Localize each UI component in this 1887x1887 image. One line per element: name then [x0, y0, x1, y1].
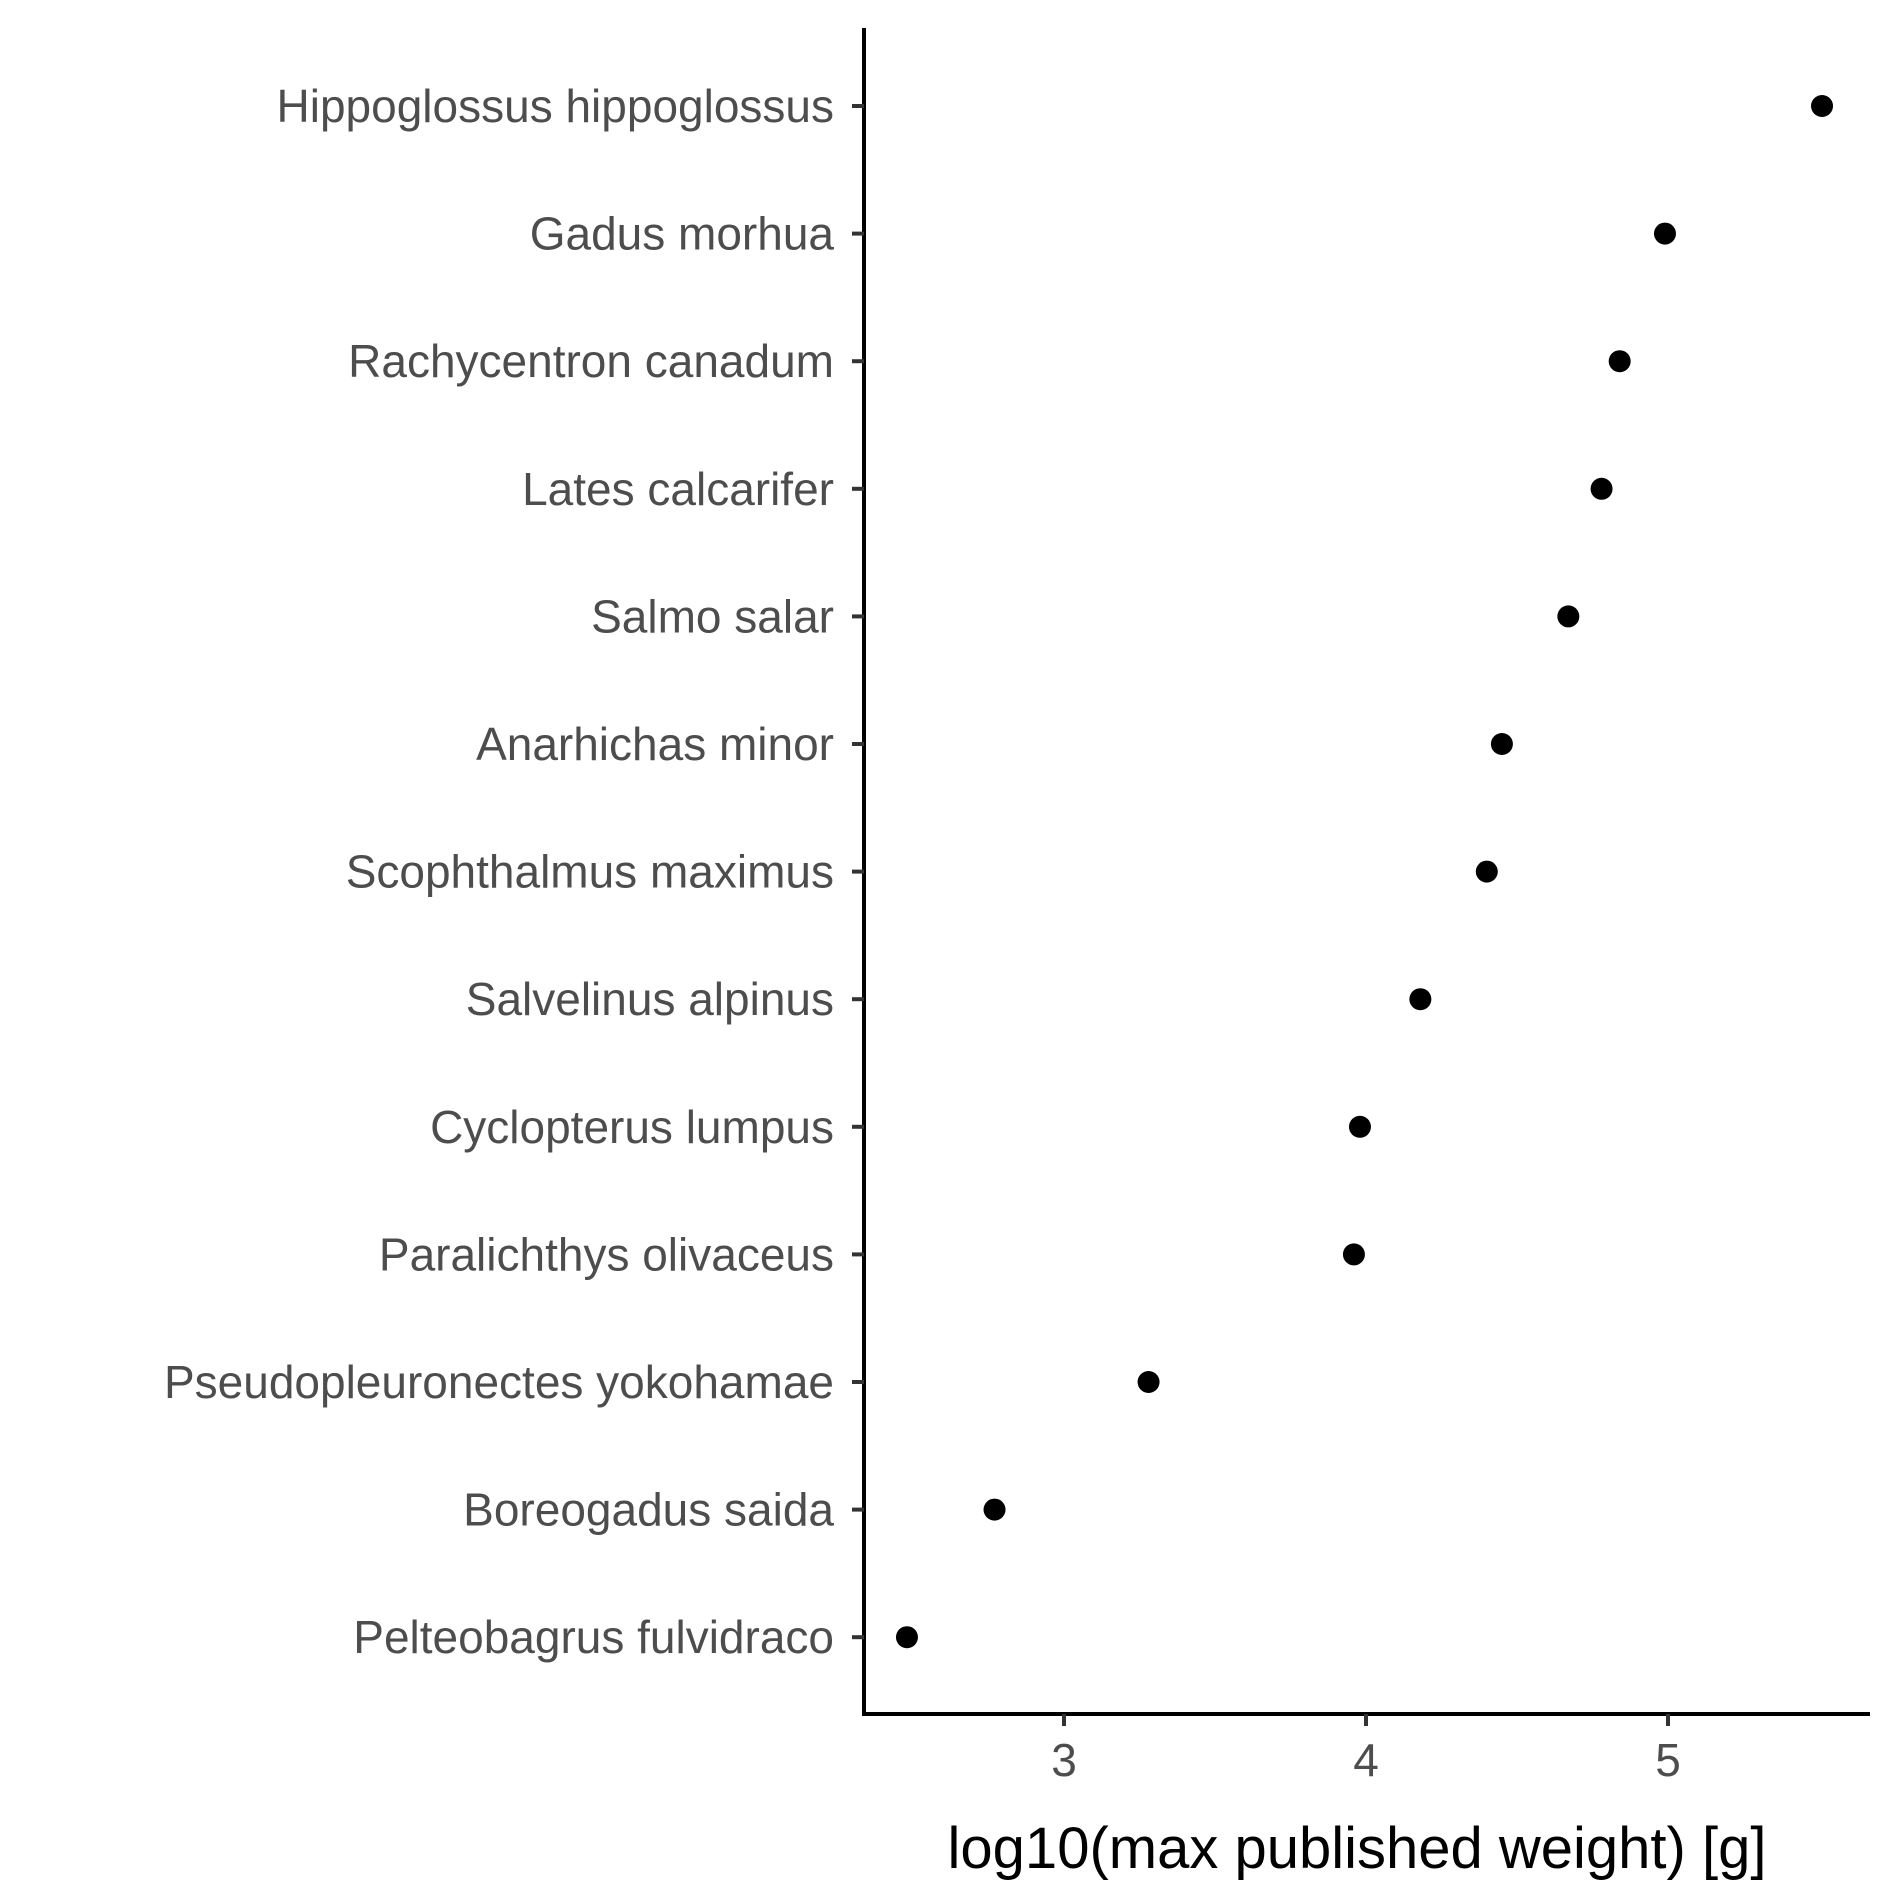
x-axis: 3 4 5	[862, 1712, 1870, 1786]
data-point	[1811, 95, 1834, 117]
y-tick-label: Boreogadus saida	[463, 1484, 834, 1536]
y-tick-label: Cyclopterus lumpus	[430, 1101, 834, 1153]
y-tick-label: Gadus morhua	[530, 208, 835, 260]
y-tick-label: Anarhichas minor	[476, 718, 834, 770]
data-point	[1348, 1115, 1371, 1138]
y-tick-label: Rachycentron canadum	[348, 335, 834, 387]
data-point	[983, 1498, 1006, 1521]
x-tick-label: 5	[1655, 1734, 1681, 1786]
y-tick-label: Pelteobagrus fulvidraco	[353, 1611, 834, 1663]
y-tick-label: Scophthalmus maximus	[346, 846, 834, 898]
data-point	[1490, 733, 1513, 755]
y-axis: Hippoglossus hippoglossus Gadus morhua Rac…	[164, 28, 866, 1714]
data-point	[1475, 860, 1498, 883]
x-tick-label: 3	[1051, 1734, 1077, 1786]
x-tick-label: 4	[1353, 1734, 1379, 1786]
y-tick-label: Hippoglossus hippoglossus	[277, 80, 834, 132]
data-point	[1653, 222, 1676, 245]
data-point	[895, 1626, 918, 1649]
data-point	[1342, 1243, 1365, 1266]
y-tick-label: Lates calcarifer	[522, 463, 834, 515]
y-tick-label: Pseudopleuronectes yokohamae	[164, 1356, 834, 1408]
y-tick-label: Paralichthys olivaceus	[379, 1228, 834, 1280]
x-axis-title: log10(max published weight) [g]	[948, 1816, 1767, 1881]
data-point	[1137, 1371, 1160, 1393]
data-point	[1608, 350, 1631, 373]
data-points	[895, 95, 1834, 1649]
y-tick-label: Salmo salar	[591, 590, 834, 642]
data-point	[1557, 605, 1580, 628]
y-tick-label: Salvelinus alpinus	[466, 973, 834, 1025]
data-point	[1590, 477, 1613, 500]
data-point	[1409, 988, 1432, 1011]
